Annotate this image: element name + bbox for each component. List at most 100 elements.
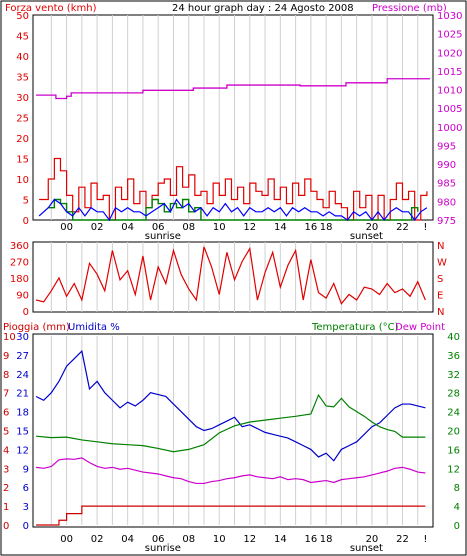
direction-tick-label: 270 xyxy=(10,258,29,269)
temperature-tick-label: 28 xyxy=(447,389,460,400)
pressure-tick-label: 995 xyxy=(437,141,456,152)
humidity-axis-title: Umidita % xyxy=(68,322,120,333)
wind-average-line xyxy=(38,198,428,222)
pressure-tick-label: 1010 xyxy=(437,86,462,97)
wind-direction-grid xyxy=(50,242,419,312)
x-tick-label: 12 xyxy=(243,534,256,545)
x-tick-label: 20 xyxy=(366,534,379,545)
wind-gust-line xyxy=(48,198,419,221)
sunrise-label: sunrise xyxy=(145,231,181,242)
direction-tick-label: 0 xyxy=(23,307,29,318)
x-tick-label: 06 xyxy=(152,222,165,233)
wind-tick-label: 5 xyxy=(23,196,29,207)
pressure-tick-label: 990 xyxy=(437,160,456,171)
wind-tick-label: 20 xyxy=(16,134,29,145)
sunset-label-bottom: sunset xyxy=(350,543,383,554)
humidity-tick-label-sparse: 0 xyxy=(23,521,29,532)
compass-tick-label: W xyxy=(437,258,447,269)
x-tick-label: 04 xyxy=(121,534,134,545)
wind-tick-label: 0 xyxy=(23,216,29,227)
wind-direction-line xyxy=(35,246,426,305)
x-tick-label: 00 xyxy=(60,534,73,545)
temperature-tick-label: 16 xyxy=(447,445,460,456)
x-tick-label: 20 xyxy=(366,222,379,233)
pressure-tick-label: 1025 xyxy=(437,30,462,41)
humidity-tick-label-sparse: 30 xyxy=(16,332,29,343)
humidity-temperature-plot-area xyxy=(32,333,434,528)
wind-tick-label: 15 xyxy=(16,155,29,166)
wind-direction-series xyxy=(35,246,426,305)
temperature-tick-label: 4 xyxy=(454,502,460,513)
temperature-line xyxy=(35,393,426,453)
wind-tick-label: 35 xyxy=(16,73,29,84)
temperature-tick-label: 0 xyxy=(454,521,460,532)
wind-pressure-series xyxy=(36,78,430,222)
compass-tick-label: S xyxy=(437,274,443,285)
x-tick-label: 18 xyxy=(320,222,333,233)
temperature-axis-title: Temperatura (°C) xyxy=(311,322,399,333)
pressure-tick-label: 980 xyxy=(437,197,456,208)
pressure-tick-label: 1030 xyxy=(437,11,462,22)
x-tick-label: 18 xyxy=(320,534,333,545)
humidity-temperature-x-ticks: 00 02 04 06 08 10 12 14 16 18 20 22! xyxy=(60,534,427,545)
x-tick-label: 06 xyxy=(152,534,165,545)
temperature-tick-label: 8 xyxy=(454,483,460,494)
humidity-tick-label-sparse: 15 xyxy=(16,427,29,438)
humidity-temperature-grid xyxy=(50,336,419,525)
pressure-line xyxy=(36,78,430,100)
x-tick-label: 08 xyxy=(182,534,195,545)
wind-tick-label: 30 xyxy=(16,93,29,104)
temperature-tick-label: 36 xyxy=(447,351,460,362)
humidity-tick-label-sparse: 21 xyxy=(16,389,29,400)
x-tick-label: ! xyxy=(423,222,427,233)
x-tick-label: 02 xyxy=(91,222,104,233)
humidity-tick-label-sparse: 12 xyxy=(16,445,29,456)
x-tick-label: 14 xyxy=(274,534,287,545)
temperature-tick-label: 24 xyxy=(447,408,460,419)
rain-tick-label: 2 xyxy=(3,483,9,494)
humidity-tick-label-sparse: 18 xyxy=(16,408,29,419)
wind-tick-label: 40 xyxy=(16,52,29,63)
direction-tick-label: 180 xyxy=(10,274,29,285)
direction-degree-ticks: 0 90 180 270 360 xyxy=(10,241,29,318)
humidity-temperature-series xyxy=(35,349,426,526)
temperature-tick-label: 32 xyxy=(447,370,460,381)
rain-tick-label: 6 xyxy=(3,408,9,419)
wind-speed-line xyxy=(39,157,428,221)
rain-tick-label: 1 xyxy=(3,502,9,513)
temperature-tick-label: 40 xyxy=(447,332,460,343)
x-tick-label: 10 xyxy=(213,534,226,545)
dewpoint-line xyxy=(35,457,426,485)
rain-tick-label: 3 xyxy=(3,464,9,475)
humidity-tick-label-sparse: 24 xyxy=(16,370,29,381)
direction-tick-label: 360 xyxy=(10,241,29,252)
rain-tick-label: 9 xyxy=(3,351,9,362)
wind-tick-label: 50 xyxy=(16,11,29,22)
x-tick-label: 12 xyxy=(243,222,256,233)
x-tick-label: ! xyxy=(423,534,427,545)
rain-axis-title: Pioggia (mm) xyxy=(3,322,70,333)
rain-tick-label: 10 xyxy=(3,332,16,343)
sunset-label: sunset xyxy=(350,231,383,242)
humidity-tick-label-sparse: 3 xyxy=(23,502,29,513)
wind-axis-ticks: 0 5 10 15 20 25 30 35 40 45 50 xyxy=(16,11,29,227)
wind-pressure-plot-area xyxy=(32,14,434,221)
humidity-tick-label-sparse: 9 xyxy=(23,464,29,475)
graph-title: 24 hour graph day : 24 Agosto 2008 xyxy=(172,3,354,14)
rain-tick-label: 4 xyxy=(3,445,9,456)
humidity-line xyxy=(35,349,426,462)
temperature-tick-label: 20 xyxy=(447,427,460,438)
x-tick-label: 16 xyxy=(304,222,317,233)
pressure-tick-label: 1015 xyxy=(437,67,462,78)
x-tick-label: 14 xyxy=(274,222,287,233)
pressure-axis-ticks: 975 980 985 990 995 1000 1005 1010 1015 1020 1025 1… xyxy=(437,11,462,227)
pressure-tick-label: 975 xyxy=(437,216,456,227)
temperature-tick-label: 12 xyxy=(447,464,460,475)
pressure-tick-label: 1000 xyxy=(437,123,462,134)
